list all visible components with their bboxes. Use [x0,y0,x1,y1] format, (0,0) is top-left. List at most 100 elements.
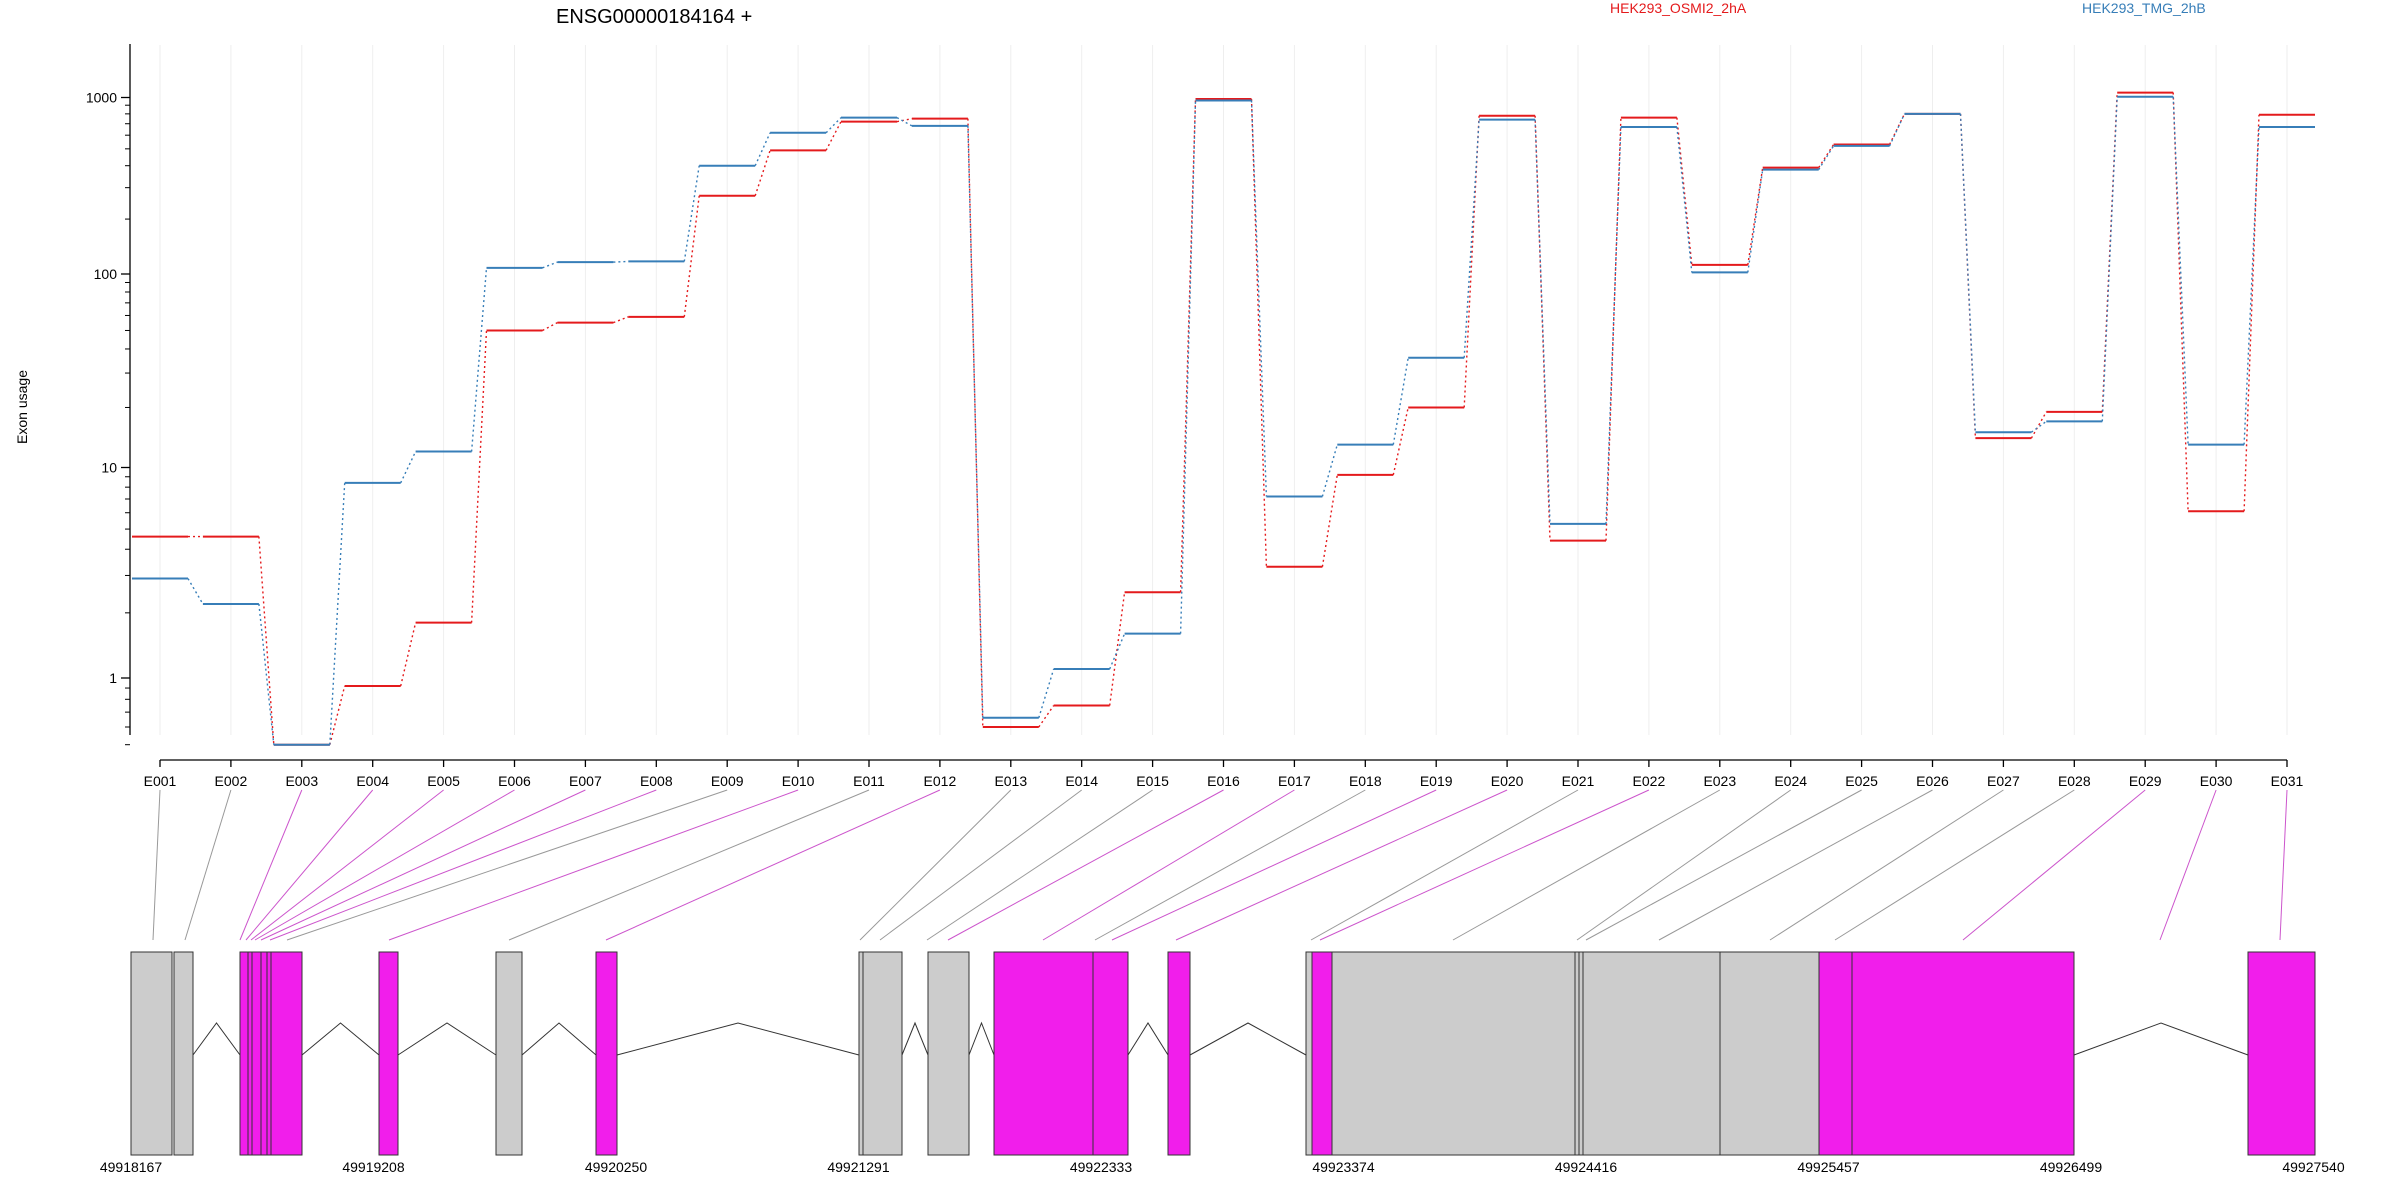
exon-connector [926,789,1153,941]
x-tick-label: E027 [1987,773,2020,789]
y-tick-label: 1000 [86,90,117,106]
intron-line [192,1022,241,1056]
exon-connector [260,789,586,941]
intron-line [1127,1022,1169,1056]
series-connector [542,321,558,332]
series-connector [2172,96,2189,445]
x-tick-label: E006 [498,773,531,789]
x-tick-label: E021 [1562,773,1595,789]
series-connector [825,117,842,134]
x-tick-label: E003 [285,773,318,789]
series-connector [258,536,275,745]
exon-connector [1658,789,1933,941]
series-connector [470,330,488,623]
exon-connector [1094,789,1366,941]
exon-connector [245,789,374,941]
series-connector [1179,100,1197,634]
series-connector [1747,169,1764,273]
exon-block [1719,951,1820,1156]
series-connector [187,578,204,605]
genomic-tick-label: 49924416 [1555,1159,1618,1175]
exon-connector [605,789,941,941]
exon-connector [1962,789,2146,941]
series-connector [1818,145,1835,170]
series-connector [825,121,842,151]
series-connector [542,261,558,269]
exon-block [251,951,262,1156]
series-connector [967,125,984,718]
exon-block [1305,951,1313,1156]
series-connector [1038,705,1055,728]
x-tick-label: E002 [215,773,248,789]
x-tick-label: E014 [1065,773,1098,789]
exon-connector [184,789,232,941]
exon-connector [879,789,1082,941]
exon-connector [1585,789,1862,941]
exon-block [1092,951,1129,1156]
series-connector [754,132,771,166]
exon-block [1578,951,1584,1156]
exon-connector [947,789,1224,941]
exon-connector [1769,789,2004,941]
exon-block [378,951,399,1156]
exon-block [1582,951,1721,1156]
series-connector [2243,126,2260,445]
series-connector [2030,420,2047,433]
genomic-tick-label: 49926499 [2040,1159,2103,1175]
exon-connector [1576,789,1791,941]
genomic-tick-label: 49922333 [1070,1159,1133,1175]
series-connector [1605,126,1622,524]
intron-line [901,1021,929,1056]
series-connector [1038,668,1055,719]
exon-block [1167,951,1191,1156]
series-connector [1321,474,1338,567]
series-connector [2243,114,2260,512]
exon-connector [508,789,870,941]
x-tick-label: E025 [1845,773,1878,789]
x-tick-label: E007 [569,773,602,789]
x-tick-label: E031 [2271,773,2304,789]
exon-connector [1319,789,1650,941]
legend-series-blue: HEK293_TMG_2hB [2082,0,2206,16]
exon-block [270,951,303,1156]
series-connector [1463,119,1480,358]
x-tick-label: E010 [782,773,815,789]
x-tick-label: E028 [2058,773,2091,789]
intron-line [397,1022,497,1056]
intron-line [616,1022,860,1056]
series-connector [2101,96,2118,422]
series-connector [613,260,629,263]
exon-block [266,951,272,1156]
legend-series-red: HEK293_OSMI2_2hA [1610,0,1747,16]
exon-connector [286,789,728,941]
x-tick-label: E008 [640,773,673,789]
series-connector [1676,126,1693,273]
exon-connector [269,789,657,941]
exon-block [247,951,253,1156]
exon-connector [1834,789,2075,941]
intron-line [301,1022,380,1056]
series-connector [470,267,488,452]
x-tick-label: E009 [711,773,744,789]
series-connector [329,482,346,745]
exon-connector [2159,789,2217,941]
exon-connector [239,789,303,941]
exon-block [1311,951,1333,1156]
x-tick-label: E024 [1774,773,1807,789]
exon-block [1574,951,1580,1156]
x-tick-label: E023 [1703,773,1736,789]
series-connector [896,117,913,123]
series-connector [1109,592,1126,706]
series-connector [400,451,417,484]
series-connector [1463,115,1480,408]
exon-block [130,951,173,1156]
y-tick-label: 100 [94,266,118,282]
series-connector [2030,411,2047,439]
series-connector [967,118,984,728]
exon-connector [859,789,1012,941]
x-tick-label: E001 [144,773,177,789]
exon-connector [2279,789,2288,941]
intron-line [521,1022,597,1056]
x-tick-label: E020 [1491,773,1524,789]
exon-connector [1310,789,1579,941]
